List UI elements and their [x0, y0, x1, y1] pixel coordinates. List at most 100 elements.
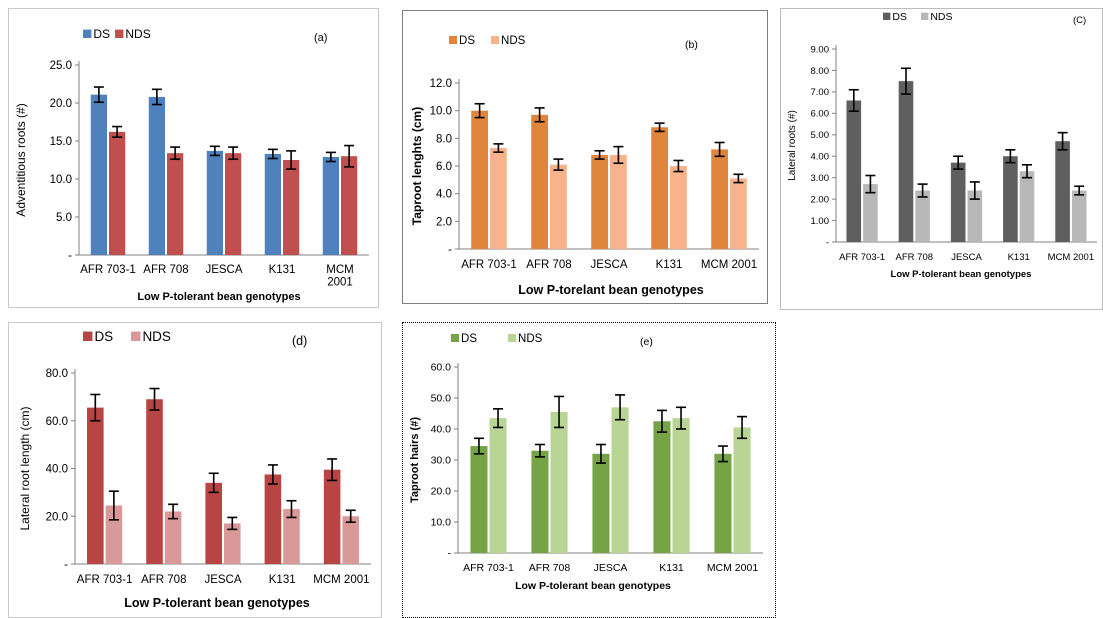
y-tick-label: -	[448, 548, 452, 560]
x-category-label: MCM	[326, 264, 353, 276]
y-tick-label: 1.00	[811, 216, 830, 227]
x-category-label: JESCA	[204, 574, 241, 586]
legend-swatch-nds	[131, 331, 141, 341]
chart-panel-c: - 1.00 2.00 3.00 4.00 5.00 6.00 7.00 8.00 9.00 AFR…	[780, 8, 1103, 310]
y-tick-label: 6.00	[811, 109, 830, 120]
x-category-label: AFR 703-1	[839, 252, 885, 263]
bar-nds-0	[490, 148, 507, 249]
y-tick-label: -	[68, 250, 72, 262]
x-category-label: AFR 708	[143, 264, 188, 276]
x-category-label: MCM 2001	[701, 259, 757, 271]
x-category-label: MCM 2001	[313, 574, 369, 586]
y-tick-label: 3.00	[811, 173, 830, 184]
y-tick-label: 2.0	[436, 216, 452, 228]
legend-label-nds: NDS	[125, 27, 150, 41]
bar-nds-1	[550, 411, 568, 553]
x-category-label: AFR 708	[526, 259, 571, 271]
bar-nds-3	[283, 160, 300, 255]
bar-ds-3	[653, 421, 671, 553]
bar-ds-3	[1003, 156, 1018, 242]
bar-ds-4	[711, 149, 728, 249]
y-tick-label: 50.0	[431, 393, 452, 405]
x-category-label: 2001	[327, 277, 353, 289]
y-tick-label: 10.0	[431, 517, 452, 529]
y-tick-label: 15.0	[50, 136, 72, 148]
x-category-label: K131	[659, 562, 684, 574]
bar-ds-2	[950, 162, 966, 242]
bar-nds-4	[733, 427, 751, 553]
bar-nds-4	[341, 156, 358, 255]
bar-nds-0	[489, 418, 507, 553]
chart-panel-b: - 2.0 4.0 6.0 8.0 10.0 12.0 AFR 703-1 AFR 708 JES…	[402, 10, 768, 304]
x-axis-title: Low P-torelant bean genotypes	[518, 283, 703, 297]
bar-ds-1	[531, 114, 548, 249]
x-category-label: AFR 703-1	[77, 574, 133, 586]
legend-label-ds: DS	[461, 333, 477, 345]
x-category-label: K131	[1008, 252, 1030, 263]
bar-nds-0	[863, 184, 878, 242]
x-category-label: K131	[269, 574, 296, 586]
bar-ds-2	[592, 453, 610, 553]
panel-tag: (a)	[314, 32, 327, 44]
bar-ds-0	[470, 446, 488, 553]
panel-tag: (e)	[640, 336, 653, 348]
bar-nds-3	[1019, 171, 1035, 242]
bar-nds-1	[164, 511, 182, 564]
bar-ds-1	[148, 96, 165, 255]
panel-tag: (d)	[292, 334, 307, 348]
legend-label-ds: DS	[892, 11, 907, 23]
y-tick-label: 60.0	[431, 362, 452, 374]
bar-nds-2	[225, 153, 242, 255]
y-axis-title: Taproot lenghts (cm)	[410, 107, 424, 225]
y-tick-label: 20.0	[46, 511, 68, 523]
bar-nds-1	[915, 190, 930, 242]
chart-c-svg: - 1.00 2.00 3.00 4.00 5.00 6.00 7.00 8.00 9.00 AFR…	[787, 11, 1097, 280]
x-axis-title: Low P-tolerant bean genotypes	[515, 580, 671, 592]
y-tick-label: 25.0	[50, 60, 72, 72]
bar-nds-2	[224, 523, 241, 564]
bar-ds-0	[87, 407, 104, 564]
chart-a-svg: - 5.0 10.0 15.0 20.0 25.0 AFR 703-1 AFR 708 JESC…	[14, 27, 369, 303]
legend-label-ds: DS	[459, 35, 475, 47]
bar-ds-1	[898, 81, 914, 243]
panel-tag: (C)	[1073, 15, 1086, 26]
y-tick-label: 40.0	[46, 464, 68, 476]
y-tick-label: 60.0	[46, 416, 68, 428]
bar-ds-0	[846, 100, 862, 242]
legend-label-nds: NDS	[142, 329, 171, 344]
x-category-label: K131	[656, 259, 683, 271]
bar-nds-3	[670, 166, 687, 249]
x-category-label: JESCA	[951, 252, 982, 263]
chart-panel-d: - 20.0 40.0 60.0 80.0 AFR 703-1 AFR 708 JESCA K1…	[8, 322, 382, 618]
y-tick-label: 5.0	[56, 212, 72, 224]
chart-b-svg: - 2.0 4.0 6.0 8.0 10.0 12.0 AFR 703-1 AFR 708 JES…	[410, 35, 759, 297]
legend-label-ds: DS	[94, 329, 113, 344]
y-tick-label: 4.00	[811, 152, 830, 163]
x-category-label: JESCA	[590, 259, 627, 271]
legend-swatch-nds	[115, 29, 124, 38]
y-tick-label: 30.0	[431, 455, 452, 467]
bar-ds-1	[531, 450, 549, 553]
y-tick-label: 5.00	[811, 130, 830, 141]
chart-panel-a: - 5.0 10.0 15.0 20.0 25.0 AFR 703-1 AFR 708 JESC…	[8, 8, 379, 308]
bar-ds-0	[90, 94, 107, 255]
bar-ds-4	[322, 156, 339, 255]
bar-nds-3	[672, 418, 690, 553]
legend-label-ds: DS	[93, 27, 110, 41]
y-tick-label: -	[448, 244, 452, 256]
y-axis-title: Lateral roots (#)	[787, 110, 798, 181]
bar-ds-4	[714, 453, 732, 553]
x-category-label: AFR 703-1	[463, 562, 514, 574]
x-category-label: AFR 708	[141, 574, 186, 586]
bar-nds-2	[611, 407, 629, 553]
panel-tag: (b)	[685, 39, 698, 51]
x-category-label: AFR 708	[896, 252, 934, 263]
bar-ds-3	[264, 474, 282, 564]
bar-nds-4	[730, 178, 747, 249]
bar-ds-2	[591, 154, 608, 249]
y-tick-label: 20.0	[431, 486, 452, 498]
x-category-label: JESCA	[594, 562, 628, 574]
y-tick-label: 40.0	[431, 424, 452, 436]
legend-swatch-ds	[83, 331, 93, 341]
y-tick-label: 4.0	[436, 189, 452, 201]
